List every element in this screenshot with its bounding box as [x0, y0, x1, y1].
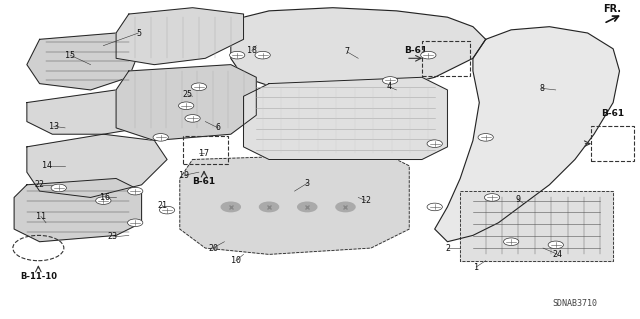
Text: 2: 2	[445, 243, 450, 253]
Text: 16: 16	[100, 193, 109, 202]
Text: 17: 17	[199, 149, 209, 158]
Text: 18: 18	[247, 46, 257, 55]
Circle shape	[259, 202, 278, 212]
Text: 8: 8	[540, 84, 544, 93]
Polygon shape	[435, 27, 620, 242]
Text: FR.: FR.	[603, 4, 621, 14]
Text: 4: 4	[387, 82, 391, 91]
Circle shape	[153, 134, 168, 141]
Circle shape	[127, 219, 143, 226]
Circle shape	[230, 51, 245, 59]
Polygon shape	[14, 178, 141, 242]
Text: 21: 21	[157, 201, 167, 210]
Text: 15: 15	[65, 51, 76, 60]
Text: 22: 22	[35, 180, 45, 189]
Text: 24: 24	[553, 250, 563, 259]
Text: B-61: B-61	[193, 177, 216, 186]
Text: 3: 3	[305, 179, 310, 188]
Text: B-61: B-61	[404, 46, 427, 55]
Circle shape	[298, 202, 317, 212]
Text: 19: 19	[179, 171, 189, 180]
Polygon shape	[244, 77, 447, 160]
Polygon shape	[27, 134, 167, 197]
Circle shape	[420, 51, 436, 59]
Circle shape	[221, 202, 241, 212]
Text: 13: 13	[49, 122, 59, 131]
Text: B-61: B-61	[602, 109, 625, 118]
Text: 7: 7	[345, 48, 350, 56]
Circle shape	[504, 238, 519, 246]
Text: 25: 25	[182, 90, 193, 99]
Circle shape	[179, 102, 194, 109]
Circle shape	[51, 184, 67, 192]
Circle shape	[478, 134, 493, 141]
Circle shape	[127, 187, 143, 195]
Circle shape	[159, 206, 175, 214]
Polygon shape	[460, 191, 613, 261]
Text: 5: 5	[136, 28, 141, 38]
Circle shape	[427, 140, 442, 147]
Text: B-11-10: B-11-10	[20, 272, 57, 281]
Circle shape	[484, 194, 500, 201]
Circle shape	[255, 51, 270, 59]
Polygon shape	[116, 8, 244, 65]
Text: 23: 23	[108, 233, 118, 241]
Text: 11: 11	[36, 212, 46, 221]
Polygon shape	[27, 33, 141, 90]
Text: 9: 9	[515, 195, 520, 204]
Circle shape	[96, 197, 111, 204]
Polygon shape	[180, 153, 409, 254]
Circle shape	[336, 202, 355, 212]
Text: 10: 10	[231, 256, 241, 265]
Circle shape	[548, 241, 563, 249]
Text: 1: 1	[474, 263, 479, 271]
Text: 20: 20	[208, 243, 218, 253]
Polygon shape	[27, 90, 154, 134]
Text: SDNAB3710: SDNAB3710	[552, 299, 597, 308]
Circle shape	[427, 203, 442, 211]
Circle shape	[383, 77, 397, 84]
Circle shape	[185, 115, 200, 122]
Polygon shape	[231, 8, 486, 96]
Text: 14: 14	[42, 161, 52, 170]
Circle shape	[191, 83, 207, 91]
Text: 12: 12	[361, 196, 371, 205]
Text: 6: 6	[216, 123, 221, 132]
Polygon shape	[116, 65, 256, 141]
